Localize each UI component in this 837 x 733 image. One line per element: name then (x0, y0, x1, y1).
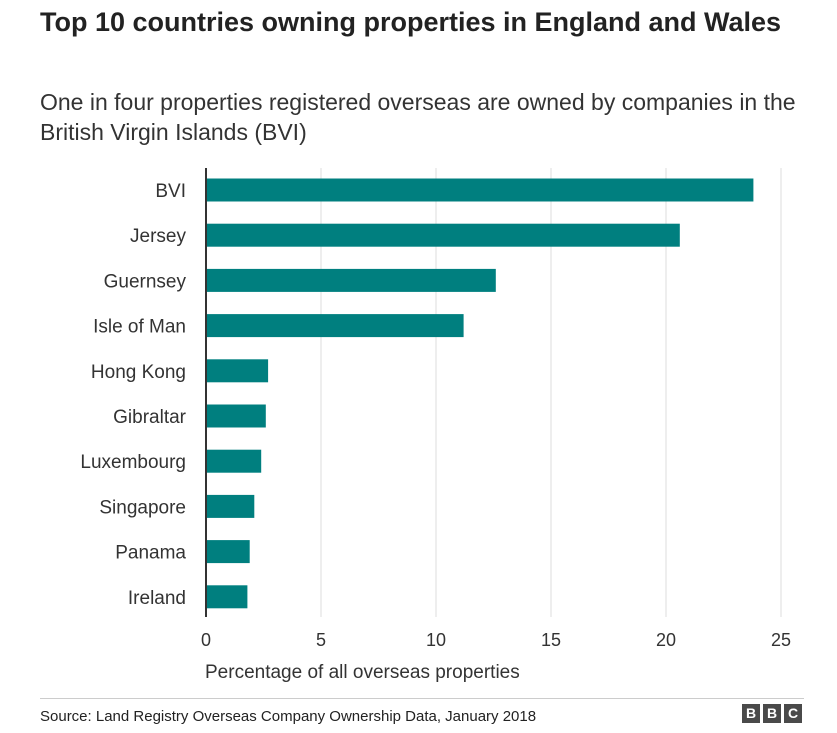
footer-divider (40, 698, 804, 699)
bar-chart: 0 5 10 15 20 25 BVI Jersey Guernsey Isle of Man Ho… (80, 168, 791, 683)
x-tick-label: 0 (201, 630, 211, 650)
bar (206, 223, 680, 247)
bar (206, 314, 464, 338)
category-label: BVI (155, 181, 186, 202)
x-tick-label: 5 (316, 630, 326, 650)
category-label: Hong Kong (91, 362, 186, 383)
logo-letter: C (784, 704, 802, 723)
bar (206, 494, 255, 518)
x-tick-label: 10 (426, 630, 446, 650)
bar (206, 449, 262, 473)
category-label: Isle of Man (93, 317, 186, 338)
bbc-logo: B B C (742, 704, 802, 723)
category-label: Panama (115, 543, 186, 564)
category-label: Luxembourg (80, 452, 186, 473)
bar (206, 178, 754, 202)
category-label: Guernsey (104, 271, 187, 292)
category-label: Jersey (130, 226, 186, 247)
logo-letter: B (763, 704, 781, 723)
bar (206, 268, 496, 292)
category-label: Ireland (128, 588, 186, 609)
bar (206, 585, 248, 609)
logo-letter: B (742, 704, 760, 723)
bar (206, 359, 269, 383)
bar (206, 404, 266, 428)
source-note: Source: Land Registry Overseas Company O… (40, 708, 537, 725)
x-tick-label: 15 (541, 630, 561, 650)
bars (206, 178, 754, 609)
chart-title: Top 10 countries owning properties in En… (40, 7, 782, 37)
labels: 0 5 10 15 20 25 BVI Jersey Guernsey Isle of Man Ho… (80, 181, 791, 650)
x-tick-label: 25 (771, 630, 791, 650)
bar (206, 540, 250, 564)
category-label: Gibraltar (113, 407, 187, 428)
category-label: Singapore (99, 497, 186, 518)
x-tick-label: 20 (656, 630, 676, 650)
chart-subtitle: One in four properties registered overse… (40, 89, 796, 145)
x-axis-title: Percentage of all overseas properties (205, 662, 520, 683)
